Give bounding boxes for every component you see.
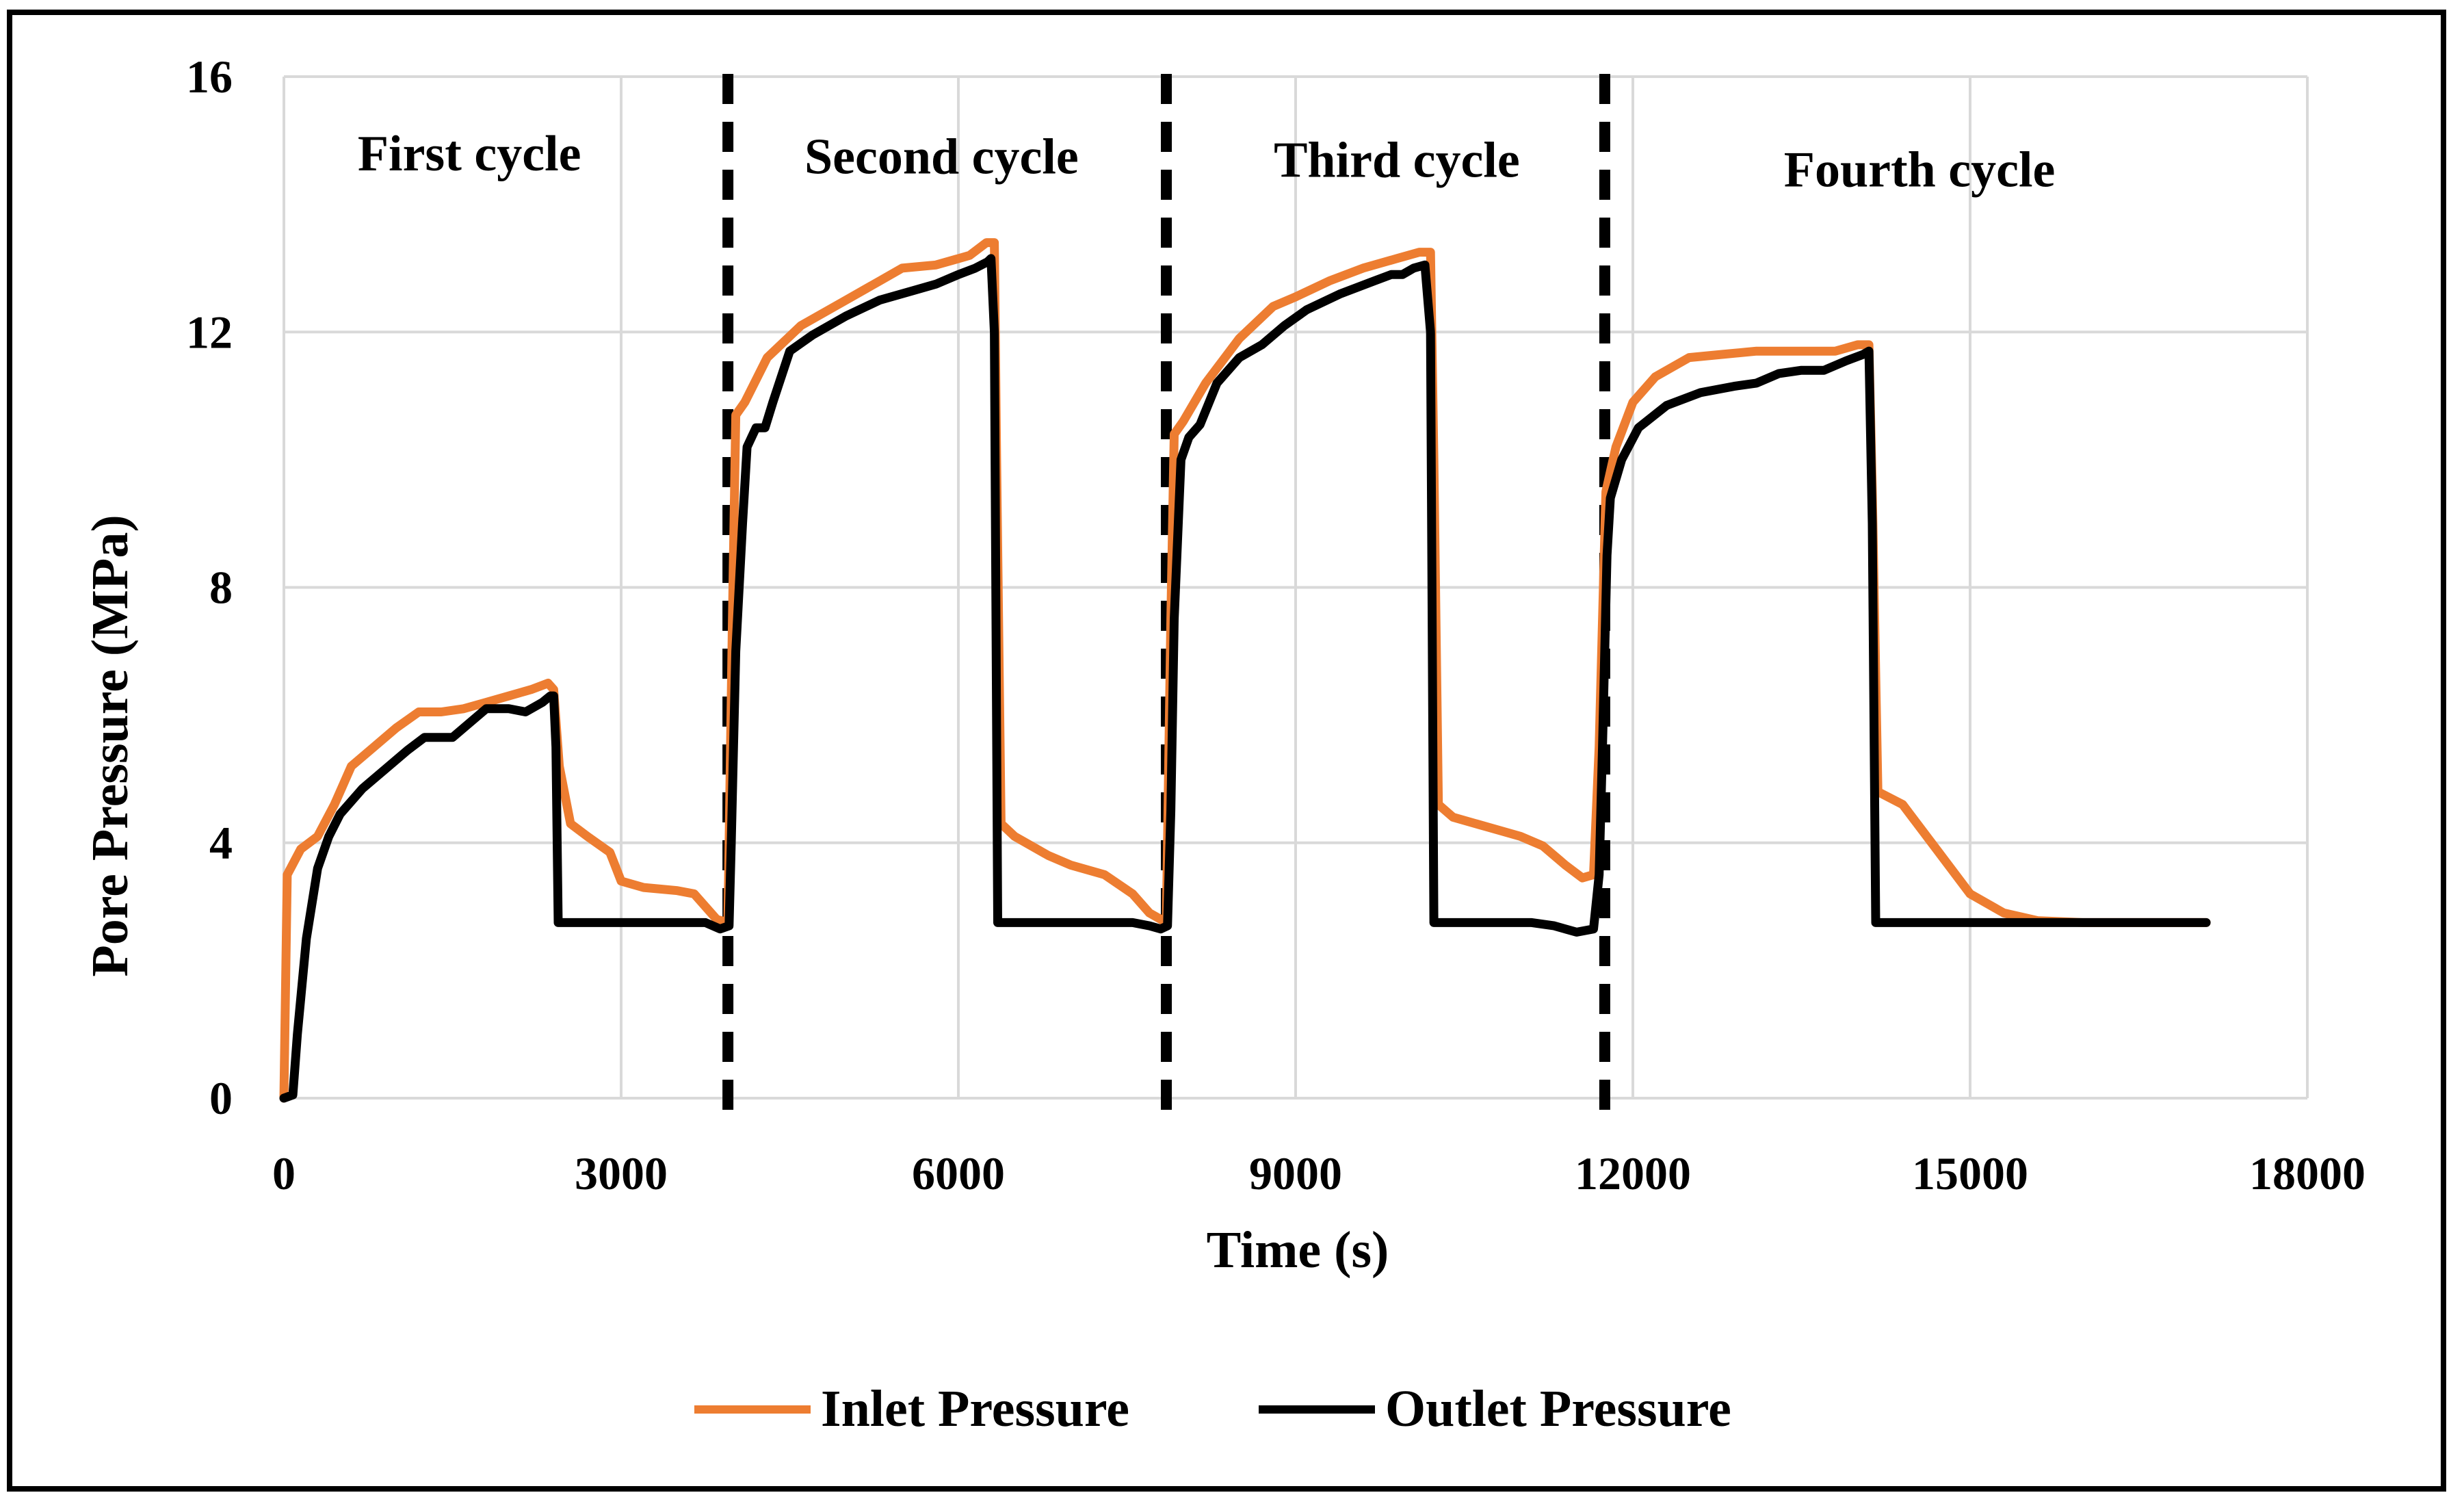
legend-label-inlet: Inlet Pressure (821, 1380, 1129, 1438)
y-tick-label: 12 (186, 306, 233, 358)
cycle-label-4: Fourth cycle (1784, 142, 2056, 198)
x-tick-label: 0 (272, 1147, 296, 1199)
x-tick-label: 3000 (575, 1147, 668, 1199)
y-tick-label: 16 (186, 51, 233, 103)
legend: Inlet Pressure Outlet Pressure (694, 1380, 1731, 1438)
legend-label-outlet: Outlet Pressure (1385, 1380, 1731, 1438)
cycle-label-1: First cycle (358, 126, 581, 182)
cycle-annotations: First cycle Second cycle Third cycle Fourth… (358, 126, 2056, 198)
x-tick-label: 18000 (2249, 1147, 2365, 1199)
series-lines (284, 243, 2206, 1098)
grid (284, 77, 2307, 1098)
cycle-dividers (728, 74, 1605, 1126)
series-line-inlet (284, 243, 2206, 1098)
series-line-outlet (284, 259, 2206, 1098)
x-tick-label: 6000 (912, 1147, 1005, 1199)
y-tick-label: 0 (209, 1072, 233, 1124)
x-axis-title: Time (s) (1207, 1221, 1389, 1279)
x-tick-labels: 0 3000 6000 9000 12000 15000 18000 (272, 1147, 2365, 1199)
cycle-label-2: Second cycle (804, 129, 1079, 185)
x-tick-label: 15000 (1912, 1147, 2028, 1199)
y-axis-title: Pore Pressure (MPa) (81, 515, 139, 976)
y-tick-label: 4 (209, 817, 233, 869)
y-tick-labels: 0 4 8 12 16 (186, 51, 233, 1124)
x-tick-label: 9000 (1249, 1147, 1342, 1199)
y-tick-label: 8 (209, 562, 233, 614)
chart-svg: 0 4 8 12 16 0 3000 6000 9000 12000 15000 18000 Fir… (0, 0, 2464, 1508)
cycle-label-3: Third cycle (1274, 132, 1520, 188)
x-tick-label: 12000 (1575, 1147, 1691, 1199)
